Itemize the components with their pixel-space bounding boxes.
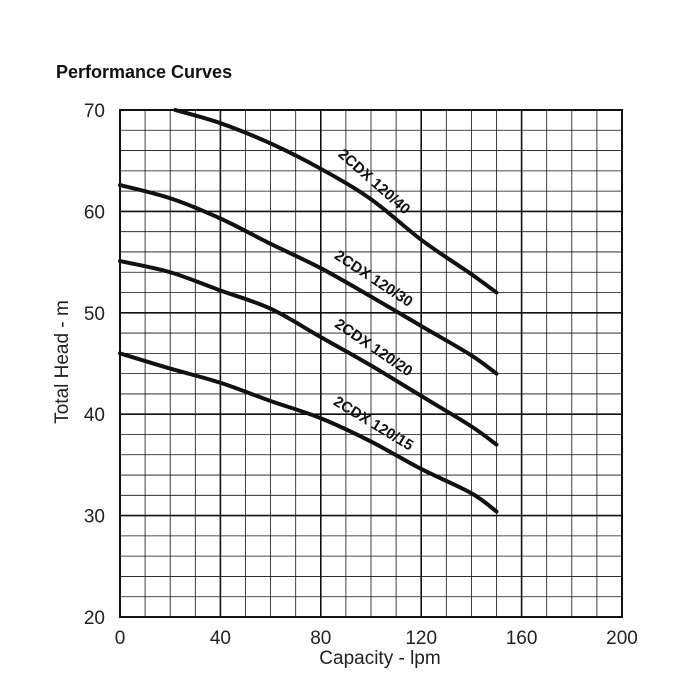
x-tick-label: 0 xyxy=(115,628,126,649)
x-tick-label: 200 xyxy=(606,628,638,649)
plot-frame xyxy=(119,109,623,618)
curve-label: 2CDX 120/15 xyxy=(330,393,416,454)
curve-2cdx-120-20 xyxy=(118,259,499,447)
y-tick-label: 70 xyxy=(84,101,105,122)
x-axis-ticks: 0 40 80 120 160 200 xyxy=(115,628,638,649)
y-tick-label: 30 xyxy=(84,507,105,528)
y-tick-label: 20 xyxy=(84,608,105,629)
y-tick-label: 40 xyxy=(84,405,105,426)
curve-2cdx-120-30 xyxy=(118,183,499,376)
curve-2cdx-120-15 xyxy=(118,351,499,514)
x-tick-label: 80 xyxy=(310,628,331,649)
curves xyxy=(118,108,499,514)
y-tick-label: 60 xyxy=(84,202,105,223)
y-axis-ticks: 20 30 40 50 60 70 xyxy=(84,101,105,629)
x-tick-label: 160 xyxy=(506,628,538,649)
x-tick-label: 120 xyxy=(405,628,437,649)
x-tick-label: 40 xyxy=(210,628,231,649)
x-axis-label: Capacity - lpm xyxy=(319,648,440,669)
chart-title: Performance Curves xyxy=(56,62,233,82)
curve-label: 2CDX 120/20 xyxy=(332,315,416,380)
y-axis-label: Total Head - m xyxy=(52,300,73,424)
y-tick-label: 50 xyxy=(84,304,105,325)
curve-2cdx-120-40 xyxy=(173,108,499,295)
